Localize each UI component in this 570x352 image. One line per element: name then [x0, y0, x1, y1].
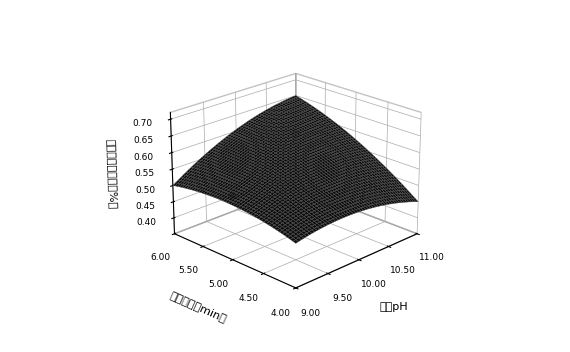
Y-axis label: 打浆时间（min）: 打浆时间（min） — [168, 290, 228, 324]
X-axis label: 沉降pH: 沉降pH — [379, 302, 408, 312]
